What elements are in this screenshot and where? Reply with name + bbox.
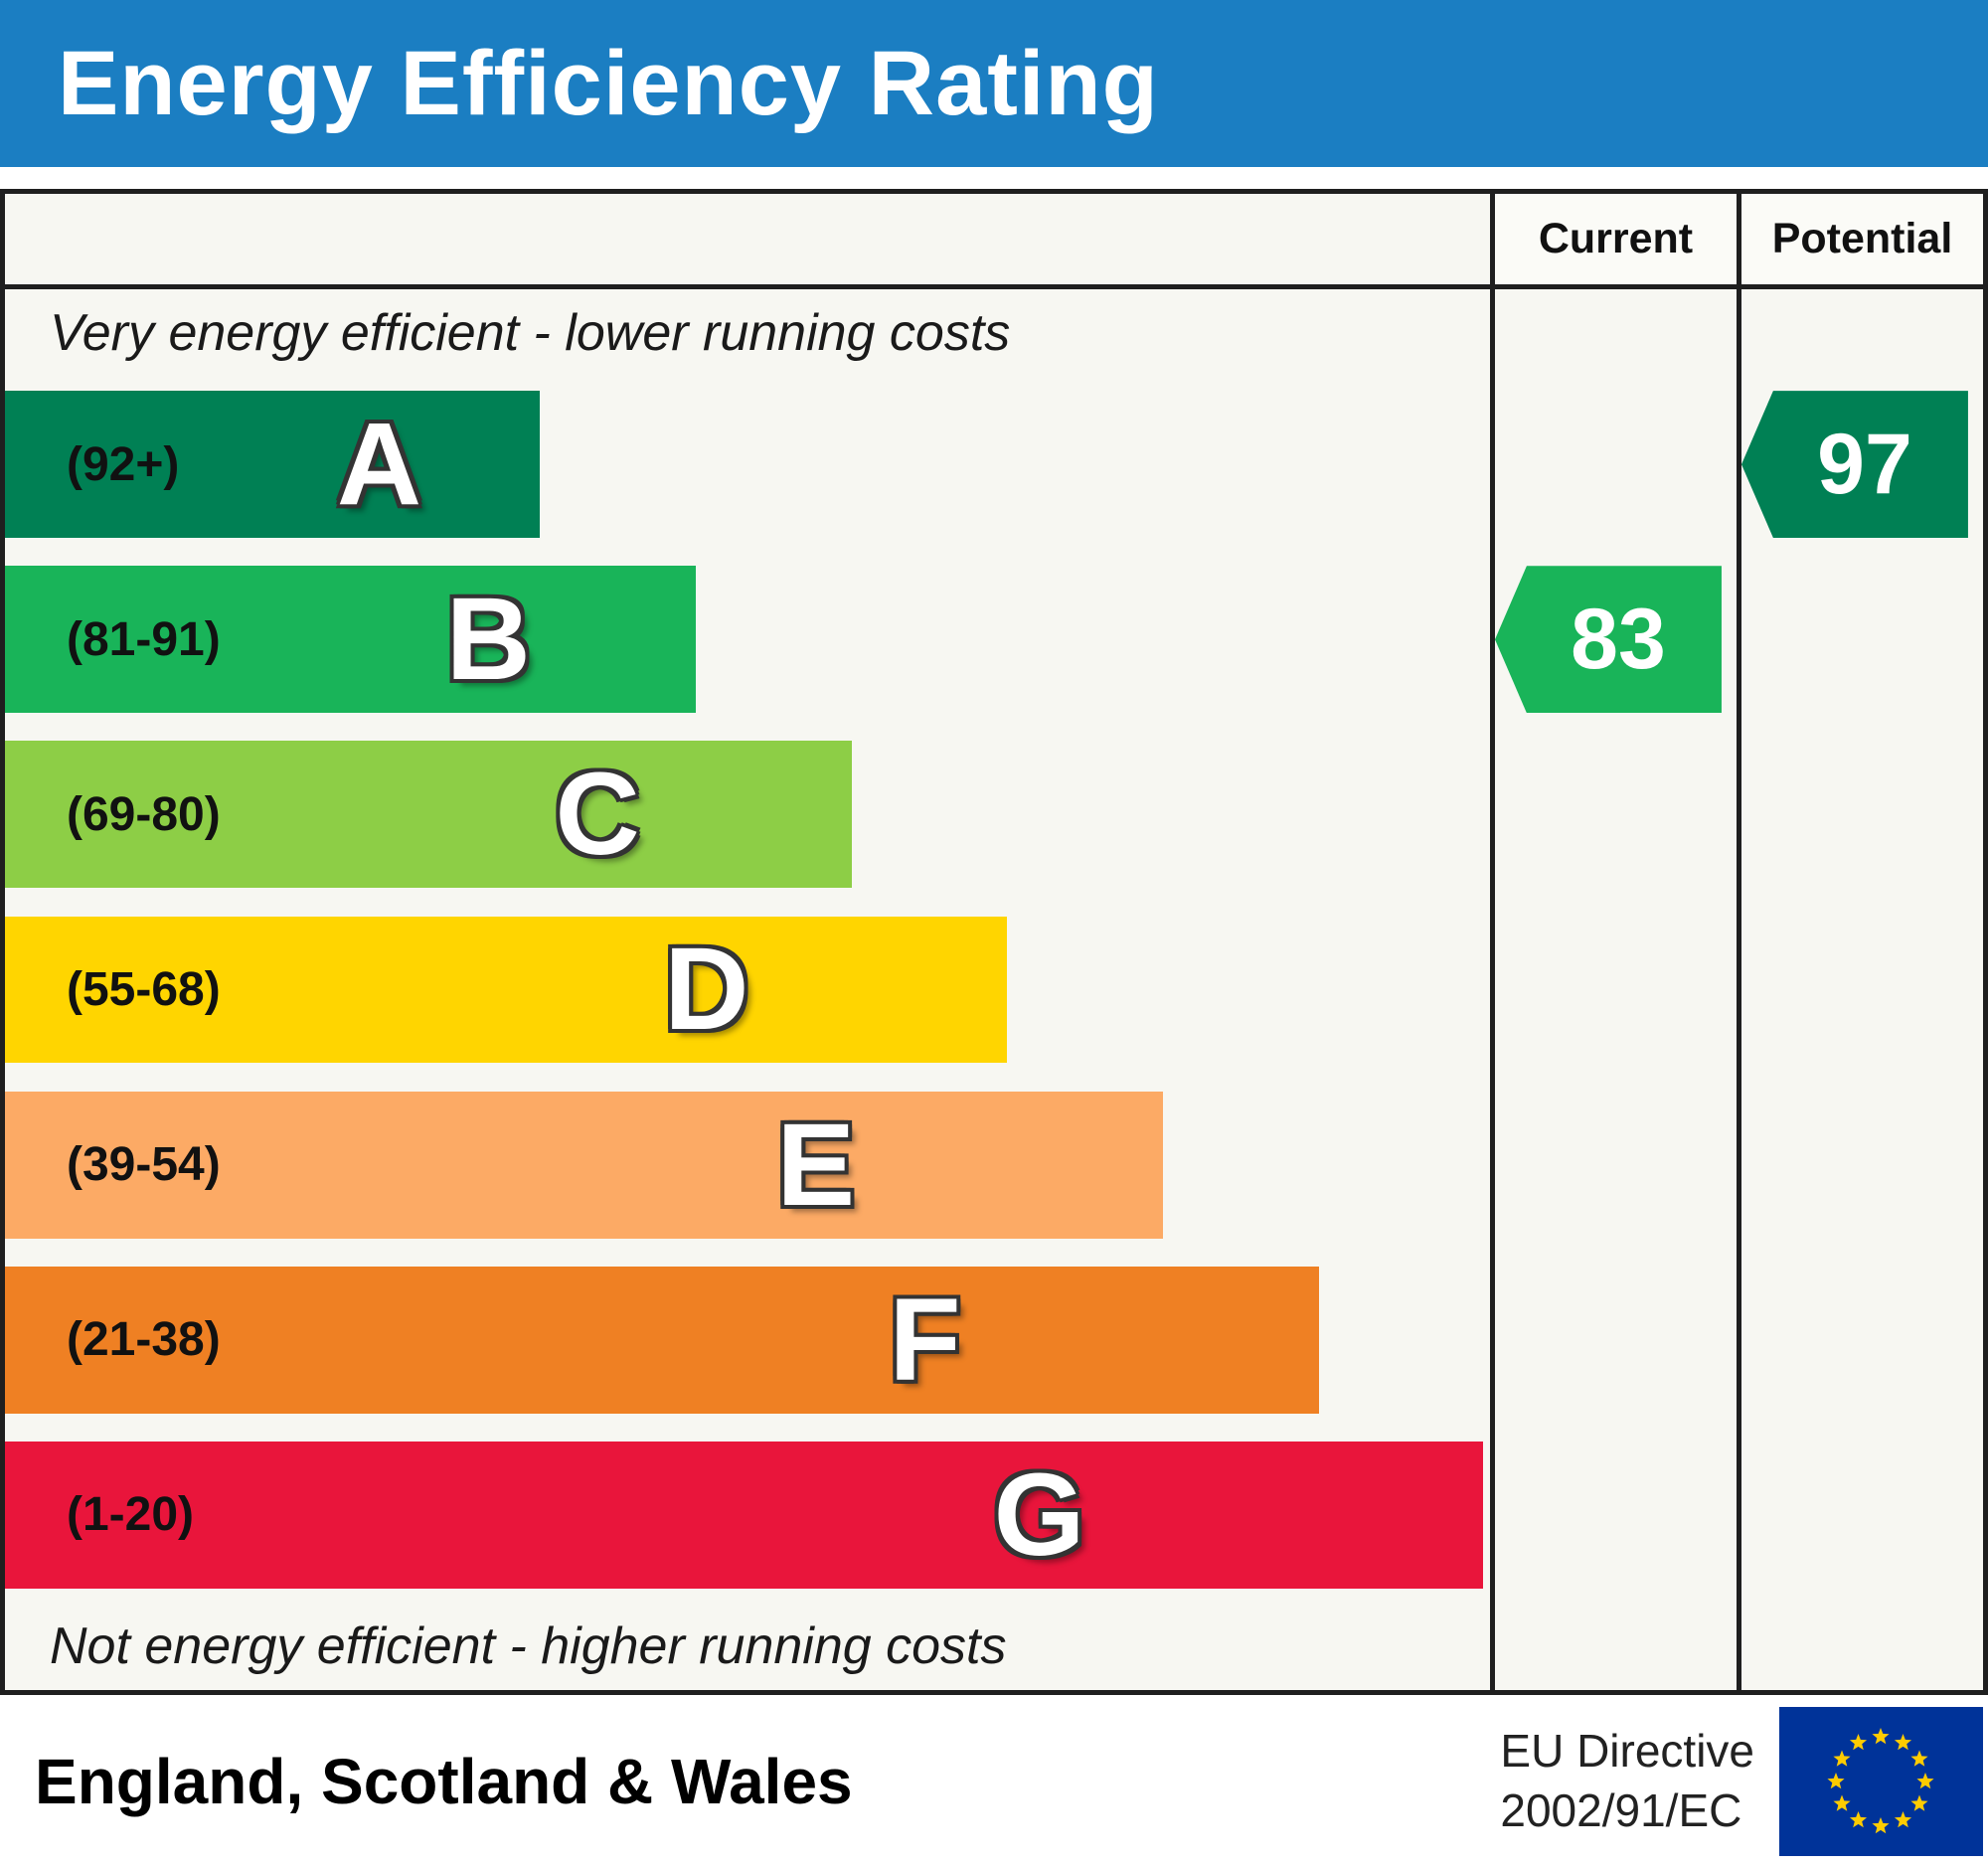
region-label: England, Scotland & Wales — [35, 1745, 853, 1817]
caption-top: Very energy efficient - lower running co… — [50, 304, 1011, 362]
band-range-f: (21-38) — [67, 1313, 221, 1367]
band-range-a: (92+) — [67, 437, 180, 491]
eu-directive-text: EU Directive 2002/91/EC — [1500, 1722, 1779, 1841]
band-bar-c: (69-80) C — [5, 741, 852, 889]
band-letter-f: F — [889, 1273, 961, 1406]
band-row-d: (55-68) D — [5, 902, 1490, 1077]
footer: England, Scotland & Wales EU Directive 2… — [0, 1695, 1988, 1867]
eu-directive-line1: EU Directive — [1500, 1724, 1754, 1777]
caption-top-row: Very energy efficient - lower running co… — [5, 289, 1490, 377]
band-bar-b: (81-91) B — [5, 566, 696, 714]
band-range-e: (39-54) — [67, 1138, 221, 1192]
header-spacer — [5, 194, 1490, 284]
potential-rating-value: 97 — [1817, 416, 1912, 512]
band-range-d: (55-68) — [67, 962, 221, 1016]
band-bar-f: (21-38) F — [5, 1266, 1320, 1414]
band-letter-a: A — [336, 399, 422, 531]
band-letter-g: G — [993, 1448, 1085, 1581]
band-range-b: (81-91) — [67, 612, 221, 666]
band-row-f: (21-38) F — [5, 1253, 1490, 1428]
current-column: 83 — [1490, 289, 1737, 1690]
band-letter-e: E — [776, 1099, 856, 1231]
column-header-current: Current — [1490, 194, 1737, 284]
bands-column: Very energy efficient - lower running co… — [5, 289, 1490, 1690]
band-bar-d: (55-68) D — [5, 916, 1008, 1064]
potential-rating-arrow: 97 — [1741, 391, 1968, 539]
caption-bottom-row: Not energy efficient - higher running co… — [5, 1603, 1490, 1690]
current-rating-value: 83 — [1571, 591, 1666, 687]
caption-bottom: Not energy efficient - higher running co… — [50, 1616, 1007, 1675]
band-letter-c: C — [555, 749, 640, 881]
potential-column: 97 — [1737, 289, 1983, 1690]
band-bar-a: (92+) A — [5, 391, 540, 539]
band-row-a: (92+) A — [5, 377, 1490, 552]
band-range-c: (69-80) — [67, 787, 221, 841]
band-row-e: (39-54) E — [5, 1078, 1490, 1253]
eu-directive-line2: 2002/91/EC — [1500, 1783, 1742, 1836]
band-row-g: (1-20) G — [5, 1428, 1490, 1603]
band-row-b: (81-91) B — [5, 552, 1490, 727]
band-letter-d: D — [664, 924, 749, 1056]
band-letter-b: B — [445, 574, 531, 706]
chart-frame: Current Potential Very energy efficient … — [0, 189, 1988, 1695]
band-range-g: (1-20) — [67, 1488, 195, 1542]
band-row-c: (69-80) C — [5, 727, 1490, 902]
page-title: Energy Efficiency Rating — [58, 32, 1159, 134]
eu-flag-icon — [1779, 1706, 1983, 1856]
chart-body: Very energy efficient - lower running co… — [5, 289, 1983, 1690]
band-bar-g: (1-20) G — [5, 1441, 1483, 1589]
column-header-row: Current Potential — [5, 194, 1983, 289]
column-header-potential: Potential — [1737, 194, 1983, 284]
current-rating-arrow: 83 — [1495, 566, 1722, 714]
band-bar-e: (39-54) E — [5, 1091, 1164, 1239]
title-band: Energy Efficiency Rating — [0, 0, 1988, 167]
